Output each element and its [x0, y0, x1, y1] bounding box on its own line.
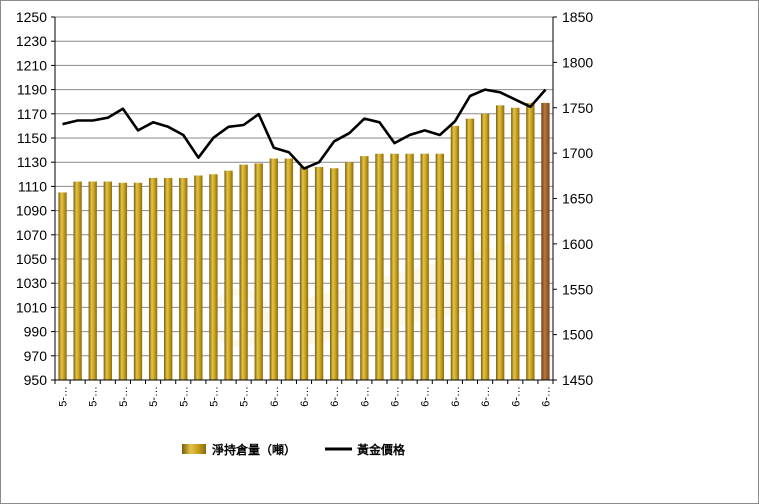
bar — [390, 153, 399, 380]
legend-bar-label: 淨持倉量（噸） — [211, 442, 296, 457]
legend-bar-swatch — [182, 444, 206, 454]
x-tick-label: 5-… — [118, 386, 130, 407]
bar — [360, 156, 369, 380]
left-tick-label: 950 — [24, 372, 48, 388]
left-tick-label: 1130 — [17, 154, 47, 170]
x-tick-label: 6-… — [390, 386, 402, 407]
right-tick-label: 1550 — [562, 281, 593, 297]
bar — [465, 118, 475, 380]
bar — [299, 167, 309, 380]
x-tick-label: 6-… — [420, 386, 432, 407]
right-tick-label: 1500 — [562, 327, 593, 343]
bar — [269, 158, 278, 380]
bar — [435, 153, 444, 380]
x-tick-label: 5-… — [88, 386, 100, 407]
left-tick-label: 1050 — [16, 251, 47, 267]
left-axis-ticks: 950 970 990 1010 1030 1050 1070 1090 1110 1130 115… — [16, 9, 55, 388]
bar — [480, 113, 490, 381]
x-tick-label: 6-… — [510, 386, 522, 407]
bar-series — [58, 102, 550, 381]
bar — [254, 163, 263, 380]
left-tick-label: 1190 — [17, 82, 47, 98]
x-tick-label: 5-… — [209, 386, 221, 407]
right-tick-label: 1650 — [562, 191, 593, 207]
right-tick-label: 1750 — [562, 100, 593, 116]
left-tick-label: 1030 — [16, 275, 47, 291]
bar — [194, 175, 203, 380]
x-tick-label: 5-… — [178, 386, 190, 407]
bar — [405, 153, 414, 380]
bar — [73, 181, 82, 380]
legend: 淨持倉量（噸） 黃金價格 — [182, 442, 406, 457]
bar — [148, 177, 158, 380]
left-tick-label: 1110 — [18, 178, 47, 194]
bar — [118, 182, 128, 380]
left-tick-label: 1250 — [16, 9, 47, 25]
bar — [103, 181, 112, 380]
bar — [239, 164, 248, 380]
left-tick-label: 1150 — [17, 130, 47, 146]
x-tick-label: 6-… — [359, 386, 371, 407]
bar — [450, 125, 460, 381]
x-tick-label: 6-… — [480, 386, 492, 407]
x-tick-label: 6-… — [329, 386, 341, 407]
x-tick-label: 6-… — [269, 386, 281, 407]
left-tick-label: 970 — [24, 348, 48, 364]
left-tick-label: 1070 — [16, 227, 47, 243]
right-tick-label: 1850 — [562, 9, 593, 25]
bar — [164, 177, 173, 380]
right-tick-label: 1700 — [562, 145, 593, 161]
bar — [284, 158, 294, 380]
bar — [420, 153, 429, 380]
bar — [526, 102, 535, 380]
bar — [330, 168, 339, 380]
bar — [345, 162, 354, 380]
bar — [88, 181, 97, 380]
left-tick-label: 1170 — [17, 106, 47, 122]
x-axis-ticks: 5-… 5-… 5-… 5-… 5-… 5-… 5-… 6-… 6-… 6-… 6-… 6-… 6-… 6… — [54, 380, 554, 407]
bar — [314, 167, 324, 380]
bar — [541, 102, 550, 380]
bar — [179, 177, 188, 380]
bar — [375, 153, 384, 380]
x-tick-label: 5-… — [239, 386, 251, 407]
left-tick-label: 1230 — [16, 33, 47, 49]
bar — [511, 107, 520, 380]
bar — [209, 174, 218, 380]
x-tick-label: 5-… — [148, 386, 160, 407]
left-tick-label: 990 — [24, 324, 48, 340]
bar — [224, 170, 233, 380]
x-tick-label: 6-… — [450, 386, 462, 407]
right-axis-ticks: 1450 1500 1550 1600 1650 1700 1750 1800 1850 — [553, 9, 593, 388]
right-tick-label: 1800 — [562, 54, 593, 70]
legend-line-label: 黃金價格 — [356, 442, 406, 457]
price-line — [62, 88, 547, 170]
x-tick-label: 6-… — [299, 386, 311, 407]
bar — [133, 182, 143, 380]
x-tick-label: 5-… — [58, 386, 70, 407]
right-tick-label: 1450 — [562, 372, 593, 388]
left-tick-label: 1090 — [16, 203, 47, 219]
bar — [496, 105, 505, 380]
right-tick-label: 1600 — [562, 236, 593, 252]
line-series — [62, 88, 547, 170]
left-tick-label: 1010 — [16, 299, 47, 315]
left-tick-label: 1210 — [16, 57, 47, 73]
x-tick-label: 6-… — [541, 386, 553, 407]
bar — [58, 192, 67, 380]
